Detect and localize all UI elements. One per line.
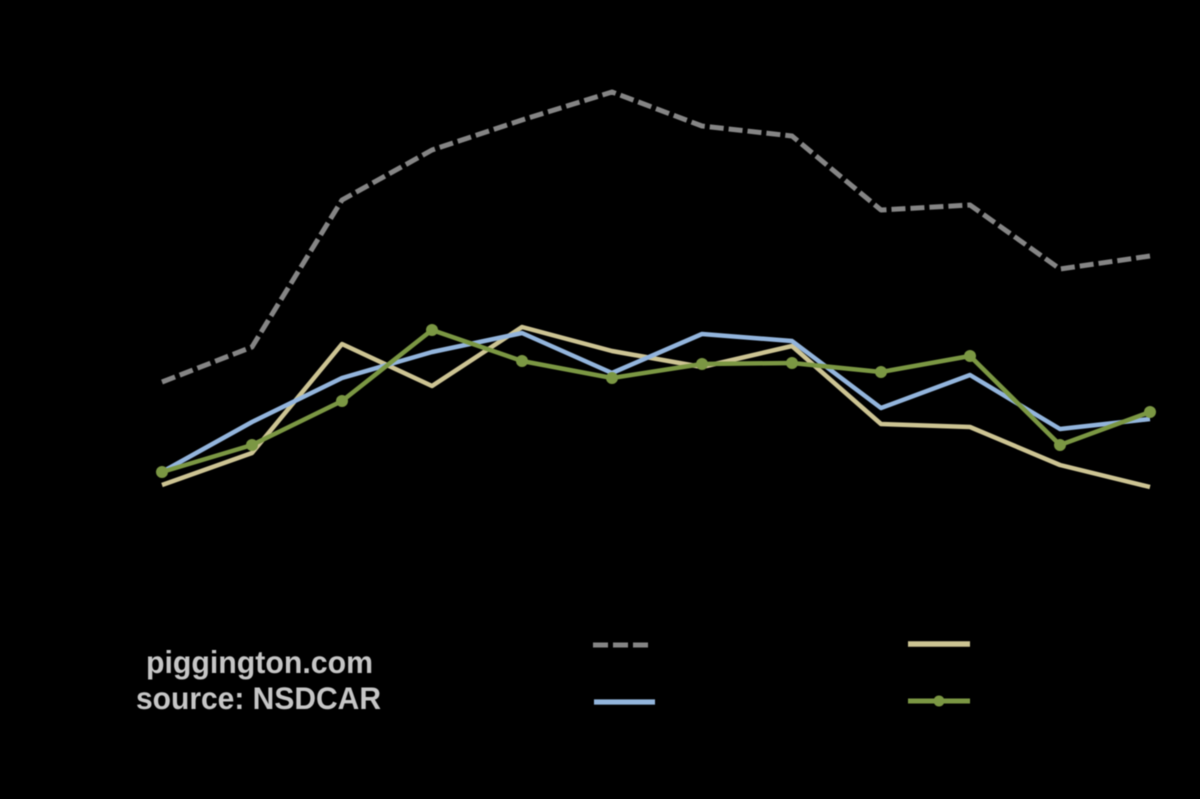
svg-text:source: NSDCAR: source: NSDCAR <box>136 680 381 716</box>
svg-text:piggington.com: piggington.com <box>146 644 373 680</box>
